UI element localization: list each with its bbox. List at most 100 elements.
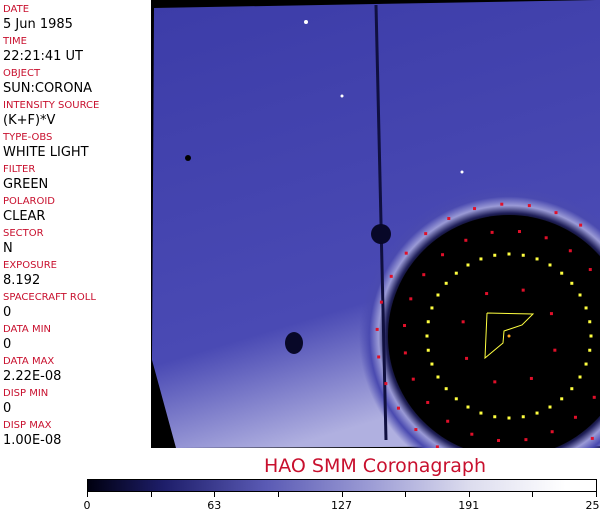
marker-dot	[584, 362, 588, 366]
marker-dot	[535, 257, 539, 261]
marker-dot	[454, 397, 458, 401]
marker-dot	[444, 387, 448, 391]
field-value: 2.22E-08	[3, 369, 62, 384]
marker-dot	[507, 252, 511, 256]
marker-dot	[493, 380, 497, 384]
marker-dot	[426, 320, 430, 324]
field-value: 8.192	[3, 273, 41, 288]
marker-dot	[447, 217, 451, 221]
marker-dot	[430, 362, 434, 366]
marker-dot	[424, 232, 428, 236]
marker-dot	[588, 320, 592, 324]
marker-dot	[466, 405, 470, 409]
marker-dot	[446, 419, 450, 423]
marker-dot	[466, 263, 470, 267]
marker-dot	[560, 397, 564, 401]
field-label: DISP MIN	[3, 388, 49, 399]
marker-dot	[414, 428, 418, 432]
marker-dot	[396, 406, 400, 410]
field-label: SPACECRAFT ROLL	[3, 292, 96, 303]
colorbar-tick-label: 127	[331, 499, 352, 512]
pylon-mount	[371, 224, 391, 244]
dark-spot	[285, 332, 303, 354]
marker-dots	[375, 202, 596, 448]
marker-dot	[588, 268, 592, 272]
marker-dot	[493, 253, 497, 257]
marker-dot	[497, 438, 501, 442]
marker-dot	[521, 253, 525, 257]
pylon	[374, 4, 388, 441]
colorbar-tick	[277, 492, 279, 497]
marker-dot	[426, 348, 430, 352]
field-value: 22:21:41 UT	[3, 49, 83, 64]
marker-dot	[549, 312, 553, 316]
colorbar-tick	[341, 492, 343, 497]
header-info-panel: DATE 5 Jun 1985 TIME 22:21:41 UT OBJECT SUN:C…	[0, 0, 152, 448]
field-value: 5 Jun 1985	[3, 17, 73, 32]
marker-dot	[548, 405, 552, 409]
marker-dot	[479, 411, 483, 415]
marker-dot	[521, 415, 525, 419]
colorbar-tick-label: 0	[83, 499, 91, 512]
marker-dot	[578, 293, 582, 297]
coronagraph-image[interactable]	[152, 0, 600, 448]
field-value: GREEN	[3, 177, 49, 192]
marker-dot	[570, 387, 574, 391]
field-label: TYPE-OBS	[3, 132, 53, 143]
marker-dot	[529, 376, 533, 380]
marker-dot	[435, 445, 439, 448]
sun-center-marker	[507, 334, 511, 338]
field-value: 0	[3, 337, 12, 352]
marker-dot	[554, 211, 558, 215]
colorbar-tick-label: 255	[585, 499, 600, 512]
dark-spot	[185, 155, 191, 161]
marker-dot	[470, 432, 474, 436]
marker-dot	[521, 288, 525, 292]
marker-dot	[430, 306, 434, 310]
field-label: DISP MAX	[3, 420, 52, 431]
colorbar-tick-label: 63	[207, 499, 222, 512]
field-label: INTENSITY SOURCE	[3, 100, 100, 111]
marker-dot	[584, 306, 588, 310]
marker-dot	[485, 292, 489, 296]
marker-dot	[527, 204, 531, 208]
field-value: SUN:CORONA	[3, 81, 93, 96]
marker-dot	[517, 230, 521, 234]
marker-dot	[589, 334, 593, 338]
bright-spot	[304, 20, 308, 24]
marker-dot	[441, 253, 445, 257]
marker-dot	[573, 415, 577, 419]
marker-dot	[422, 273, 426, 277]
colorbar-tick-label: 191	[458, 499, 480, 512]
marker-dot	[403, 324, 407, 328]
field-value: 1.00E-08	[3, 433, 62, 448]
marker-dot	[590, 436, 594, 440]
marker-dot	[578, 375, 582, 379]
marker-dot	[507, 416, 511, 420]
field-label: OBJECT	[3, 68, 41, 79]
marker-dot	[550, 430, 554, 434]
marker-dot	[404, 251, 408, 255]
marker-dot	[461, 320, 465, 324]
image-title: HAO SMM Coronagraph	[263, 455, 487, 477]
marker-dot	[553, 348, 557, 352]
marker-dot	[524, 438, 528, 442]
marker-dot	[389, 274, 393, 278]
field-label: DATE	[3, 4, 30, 15]
marker-dot	[579, 223, 583, 227]
marker-dot	[409, 297, 413, 301]
field-value: 0	[3, 305, 12, 320]
marker-dot	[568, 249, 572, 253]
marker-dot	[500, 202, 504, 206]
marker-dot	[403, 351, 407, 355]
bright-spot	[340, 94, 344, 98]
colorbar-tick	[150, 492, 152, 497]
field-value: CLEAR	[3, 209, 46, 224]
field-label: TIME	[3, 36, 28, 47]
marker-dot	[375, 327, 379, 331]
marker-dot	[473, 207, 477, 211]
region-outline[interactable]	[484, 312, 535, 360]
marker-dot	[548, 263, 552, 267]
marker-dot	[379, 300, 383, 304]
marker-dot	[426, 400, 430, 404]
